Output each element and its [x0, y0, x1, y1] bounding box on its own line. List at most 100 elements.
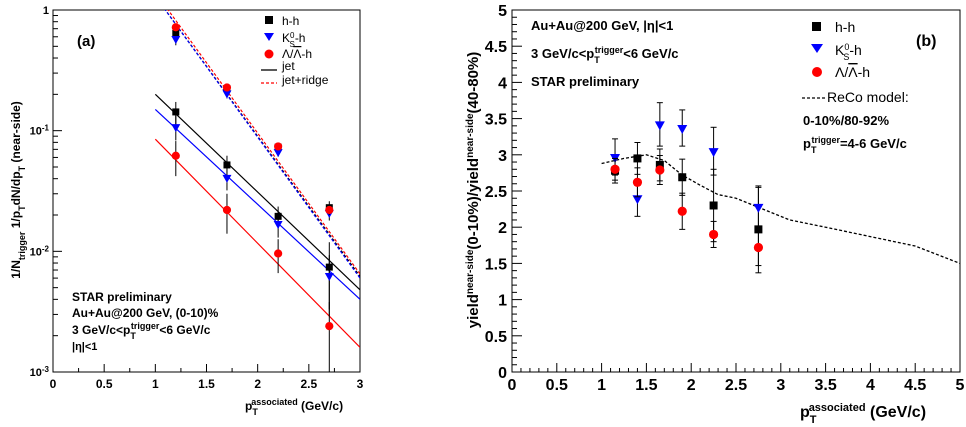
panel-a-y-axis-label: 1/Ntrigger 1/pTdN/dpT (near-side): [9, 101, 27, 279]
a-x-tick-label: 1.5: [198, 377, 215, 391]
panel-b-model-curve: [601, 154, 961, 265]
b-x-tick-label: 4: [866, 377, 875, 394]
b-y-tick-label: 4.5: [485, 39, 507, 56]
b-y-tick-label: 3: [498, 148, 507, 165]
a-jet-ridge-line: [164, 10, 360, 279]
legend-lambda-label: Λ/Λ-h: [282, 47, 312, 61]
a-data-point: [222, 174, 232, 183]
b-x-tick-label: 0: [508, 377, 517, 394]
panel-b-legend: h-h K0 S-h Λ/Λ-h ReCo model: 0-10%/80-92%…: [802, 19, 909, 155]
b-data-point: [678, 173, 687, 182]
legend-hh-marker: [265, 16, 273, 24]
a-y-tick-label: 1: [43, 5, 49, 17]
panel-a-x-axis-label: pTassociated (GeV/c): [245, 397, 343, 417]
annotation-a-line3: 3 GeV/c<pTtrigger<6 GeV/c: [72, 321, 211, 341]
panel-a-annotation: STAR preliminary Au+Au@200 GeV, (0-10)% …: [72, 290, 219, 353]
annotation-a-line1: STAR preliminary: [72, 290, 172, 304]
a-x-tick-label: 3: [357, 377, 364, 391]
legend-b-hh-label: h-h: [835, 19, 855, 35]
a-data-point: [324, 273, 334, 282]
panel-a-ticks: 0 0.5 1 1.5 2 2.5 3 10-3 10-2 10-1 1: [30, 5, 364, 391]
b-data-point: [677, 125, 688, 135]
a-x-tick-label: 2.5: [300, 377, 317, 391]
b-y-tick-label: 2: [498, 220, 507, 237]
b-data-point: [753, 203, 764, 213]
a-jet-ridge-line: [167, 10, 360, 275]
model-note-line1: 0-10%/80-92%: [803, 113, 889, 128]
b-data-point: [677, 206, 687, 216]
annotation-a-line4: |η|<1: [72, 341, 97, 353]
panel-b: 0 0.5 1 1.5 2 2.5 3 3.5 4 4.5 5 0 0.5 1 1.5 2 2.5 3 3.5 4 4.…: [465, 3, 965, 426]
a-x-tick-label: 2: [254, 377, 261, 391]
b-data-point: [708, 148, 719, 158]
legend-jet-label: jet: [281, 59, 295, 73]
a-x-tick-label: 0.5: [96, 377, 113, 391]
model-note-line2: pTtrigger=4-6 GeV/c: [803, 135, 907, 155]
panel-b-x-axis-label: pTassociated (GeV/c): [800, 402, 926, 426]
panel-a-legend: h-h K0 S-h Λ/Λ-h jet jet+ridge: [261, 14, 329, 87]
b-x-tick-label: 3: [776, 377, 785, 394]
legend-k0s-label: K0 S-h: [282, 31, 305, 49]
a-data-point: [171, 124, 181, 133]
a-jet-line: [154, 138, 360, 348]
b-y-tick-label: 3.5: [485, 112, 507, 129]
a-data-point: [325, 322, 334, 331]
b-x-tick-label: 5: [956, 377, 965, 394]
a-y-tick-label: 10-2: [30, 244, 50, 258]
a-jet-line: [154, 93, 360, 291]
b-data-point: [632, 195, 643, 205]
a-x-tick-label: 0: [50, 377, 57, 391]
b-x-tick-label: 4.5: [904, 377, 926, 394]
panel-b-frame: [511, 9, 961, 373]
b-x-tick-label: 2: [687, 377, 696, 394]
b-data-point: [654, 121, 665, 131]
a-data-point: [222, 205, 232, 215]
a-data-point: [273, 221, 283, 230]
b-x-tick-label: 1: [597, 377, 606, 394]
b-y-tick-label: 1: [498, 293, 507, 310]
annotation-b-line3: STAR preliminary: [531, 74, 640, 89]
legend-ridge-label: jet+ridge: [281, 73, 329, 87]
annotation-b-line2: 3 GeV/c<pTtrigger<6 GeV/c: [531, 45, 679, 65]
a-x-tick-label: 1: [152, 377, 159, 391]
legend-hh-label: h-h: [282, 14, 299, 28]
a-data-point: [274, 249, 283, 258]
a-y-tick-label: 10-1: [30, 123, 50, 138]
panel-a-data-points: [171, 23, 334, 372]
legend-b-lambda-label: Λ/Λ-h: [835, 64, 870, 80]
b-data-point: [633, 154, 642, 163]
b-x-tick-label: 3.5: [814, 377, 836, 394]
a-y-tick-label: 10-3: [30, 365, 50, 380]
a-data-point: [171, 36, 181, 45]
legend-b-hh-marker: [812, 22, 821, 31]
b-x-tick-label: 2.5: [725, 377, 747, 394]
annotation-a-line2: Au+Au@200 GeV, (0-10)%: [72, 306, 219, 320]
b-data-point: [632, 177, 643, 187]
annotation-b-line1: Au+Au@200 GeV, |η|<1: [531, 18, 673, 33]
a-data-point: [171, 151, 180, 160]
b-y-tick-label: 0.5: [485, 329, 507, 346]
b-data-point: [655, 165, 665, 175]
b-x-tick-label: 0.5: [546, 377, 568, 394]
a-data-point: [274, 142, 283, 151]
legend-k0s-marker: [264, 33, 274, 41]
a-data-point: [172, 108, 180, 116]
a-data-point: [325, 205, 334, 215]
legend-b-reco-label: ReCo model:: [827, 89, 909, 105]
b-y-tick-label: 5: [498, 3, 507, 20]
b-y-tick-label: 1.5: [485, 256, 507, 273]
b-x-tick-label: 1.5: [635, 377, 657, 394]
panel-b-label: (b): [916, 33, 936, 50]
panel-b-data-points: [610, 102, 764, 274]
panel-b-y-axis-label: yieldnear-side(0-10%)/yieldnear-side(40-…: [465, 52, 483, 329]
b-y-tick-label: 0: [498, 365, 507, 382]
panel-a-label: (a): [77, 33, 95, 50]
b-data-point: [610, 164, 620, 174]
a-data-point: [222, 83, 232, 92]
legend-b-k0s-label: K0 S-h: [835, 42, 862, 62]
b-data-point: [709, 201, 718, 210]
reco-model-curve: [601, 154, 961, 265]
b-y-tick-label: 4: [498, 75, 507, 92]
a-data-point: [223, 161, 231, 169]
